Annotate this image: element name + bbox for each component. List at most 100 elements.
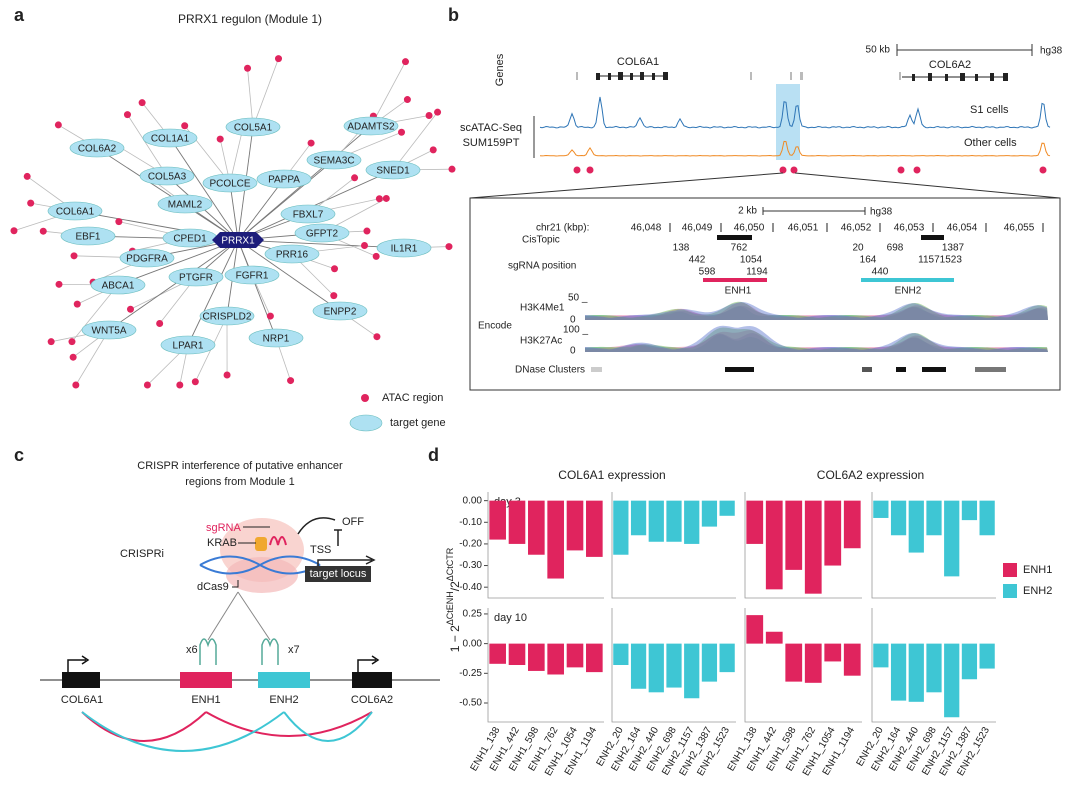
atac-tracks [539, 96, 1051, 157]
bar [944, 500, 960, 577]
bar [566, 643, 584, 668]
bar [586, 500, 603, 557]
bar-chart: COL6A1 expression COL6A2 expression 0.00 -0… [459, 468, 1052, 778]
coord-label: 46,049 [682, 223, 713, 234]
bar [824, 643, 842, 662]
gene-box [352, 672, 392, 688]
bar [489, 500, 506, 540]
gene-label: PDGFRA [126, 254, 168, 265]
target-gene [81, 320, 137, 340]
atac-region [372, 252, 380, 260]
sgrna-number: 440 [872, 267, 889, 278]
atac-region [138, 99, 146, 107]
bar [666, 500, 682, 542]
gene-label: COL1A1 [151, 134, 190, 145]
legend-label: ATAC region [382, 392, 443, 404]
atac-region [361, 242, 369, 250]
scale-label: 50 kb [866, 45, 891, 56]
atac-region [115, 218, 123, 226]
assay-label: scATAC-Seq [460, 122, 522, 134]
edge [127, 114, 168, 177]
gene-label: WNT5A [92, 326, 127, 337]
target-gene [160, 335, 216, 355]
edge [71, 284, 119, 342]
target-gene [157, 194, 213, 214]
edge [252, 58, 279, 128]
bar [613, 500, 629, 555]
bar [785, 643, 803, 682]
target-gene [280, 204, 336, 224]
build-label: hg38 [1040, 46, 1063, 57]
edge [187, 239, 239, 346]
enh2-bar [861, 278, 954, 282]
row-label: DNase Clusters [515, 365, 585, 376]
assay-label: SUM159PT [463, 137, 520, 149]
minor-genes [576, 72, 901, 80]
gene-label: PCOLCE [209, 179, 250, 190]
repression [297, 517, 342, 546]
y-tick-label: 0.00 [463, 495, 483, 506]
atac-dots [573, 166, 1047, 174]
gene-box [62, 672, 100, 688]
atac-region [55, 280, 63, 288]
sgrna-number: 598 [699, 267, 716, 278]
atac-region [156, 319, 164, 327]
sgrna-number: 762 [731, 243, 748, 254]
target-gene [69, 138, 125, 158]
atac-region [330, 292, 338, 300]
atac-region [398, 128, 406, 136]
target-gene [199, 306, 255, 326]
facet-axis [744, 608, 862, 723]
bar [843, 643, 861, 676]
facet-axis [487, 492, 604, 599]
bar [508, 643, 526, 665]
edge [169, 137, 239, 241]
bar [824, 500, 842, 566]
gene-label: PRR16 [276, 250, 309, 261]
sgrna-numbers: 138 762 442 1054 598 1194 20 698 1387 164 11571523… [673, 243, 965, 278]
atac-region [126, 305, 134, 313]
loops [81, 711, 373, 752]
edge [108, 239, 239, 331]
atac-region [287, 377, 295, 385]
coord-label: 46,051 [788, 223, 819, 234]
sgrna-number: 164 [860, 255, 877, 266]
atac-region [382, 194, 390, 202]
bar [765, 631, 783, 644]
edge [229, 182, 239, 241]
dcas9-shape [226, 557, 298, 593]
target-gene [376, 238, 432, 258]
bar [630, 500, 647, 536]
bar [785, 500, 803, 570]
bar [666, 643, 682, 688]
edge [96, 147, 239, 241]
gene-label: COL5A3 [148, 172, 187, 183]
bar [961, 500, 978, 521]
track-name: S1 cells [970, 104, 1009, 116]
encode-signal [585, 301, 1048, 320]
enh1-bar [703, 278, 767, 282]
edge [237, 239, 405, 249]
bar [804, 500, 822, 594]
edge [237, 159, 335, 241]
facet-axis [611, 492, 736, 599]
atac-region [191, 378, 199, 386]
bar [926, 643, 942, 693]
target-box [305, 566, 371, 582]
locus-label: COL6A1 [61, 694, 103, 706]
bar [508, 500, 526, 544]
atac-region [181, 122, 189, 130]
edge [237, 178, 285, 241]
gene-label: ABCA1 [102, 281, 135, 292]
atac-region [401, 58, 409, 66]
coord-label: 46,052 [841, 223, 872, 234]
gene-label: IL1R1 [391, 244, 418, 255]
gene-label: CPED1 [173, 234, 207, 245]
axis-max: 100 _ [563, 325, 588, 336]
y-tick-label: -0.50 [459, 698, 482, 709]
locus-label: ENH2 [269, 694, 298, 706]
locus-label: ENH1 [191, 694, 220, 706]
gene-label: COL6A1 [617, 56, 659, 68]
gene-label: SNED1 [376, 166, 410, 177]
track-label: Genes [494, 53, 506, 86]
